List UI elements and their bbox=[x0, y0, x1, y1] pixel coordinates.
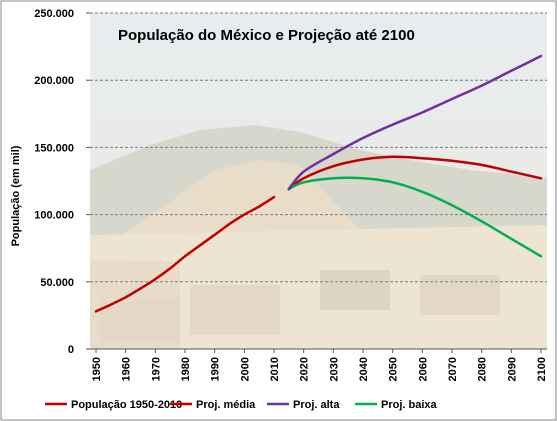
series-line-1 bbox=[287, 155, 543, 191]
legend: População 1950-2010 Proj. média Proj. alta… bbox=[45, 399, 438, 411]
y-tick-label: 50.000 bbox=[40, 277, 74, 289]
x-tick-label: 2040 bbox=[358, 357, 370, 381]
x-tick-label: 2050 bbox=[388, 357, 400, 381]
x-tick-label: 2070 bbox=[447, 357, 459, 381]
x-tick-label: 2010 bbox=[269, 357, 281, 381]
series-line-2 bbox=[287, 54, 543, 191]
y-tick-label: 100.000 bbox=[34, 210, 74, 222]
x-tick-label: 2030 bbox=[328, 357, 340, 381]
y-tick-label: 250.000 bbox=[34, 8, 74, 20]
x-tick-label: 2100 bbox=[536, 357, 548, 381]
series-line-3 bbox=[287, 176, 543, 258]
x-tick-label: 2000 bbox=[239, 357, 251, 381]
y-axis-label: População (em mil) bbox=[10, 145, 22, 246]
series-lines bbox=[94, 54, 543, 313]
x-axis-ticks: 1950 1960 1970 1980 1990 2000 2010 2020 2030 2040… bbox=[91, 349, 548, 381]
x-tick-label: 2090 bbox=[506, 357, 518, 381]
legend-label-2: Proj. alta bbox=[293, 399, 340, 411]
chart-title: População do México e Projeção até 2100 bbox=[118, 27, 415, 44]
x-tick-label: 1950 bbox=[91, 357, 103, 381]
y-tick-label: 150.000 bbox=[34, 142, 74, 154]
x-tick-label: 1970 bbox=[150, 357, 162, 381]
y-axis-ticks: 0 50.000 100.000 150.000 200.000 250.000 bbox=[34, 8, 90, 356]
x-tick-label: 2080 bbox=[477, 357, 489, 381]
x-tick-label: 1960 bbox=[121, 357, 133, 381]
x-tick-label: 1990 bbox=[210, 357, 222, 381]
x-tick-label: 2020 bbox=[299, 357, 311, 381]
series-line-0 bbox=[94, 195, 276, 313]
legend-label-1: Proj. média bbox=[196, 399, 256, 411]
legend-label-3: Proj. baixa bbox=[381, 399, 438, 411]
x-tick-label: 1980 bbox=[180, 357, 192, 381]
x-tick-label: 2060 bbox=[417, 357, 429, 381]
y-tick-label: 200.000 bbox=[34, 75, 74, 87]
legend-label-0: População 1950-2010 bbox=[71, 399, 182, 411]
y-tick-label: 0 bbox=[68, 344, 74, 356]
background-photo bbox=[90, 13, 547, 349]
